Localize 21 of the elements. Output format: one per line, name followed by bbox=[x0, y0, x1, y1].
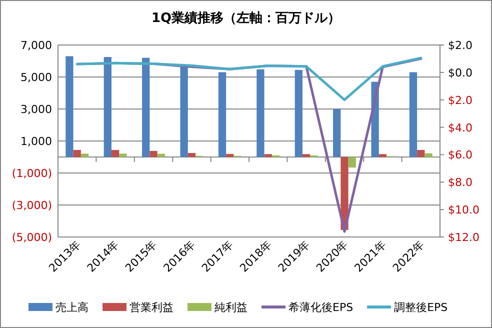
y2-tick-label: $10.0 bbox=[448, 204, 480, 217]
title: 1Q業績推移（左軸：百万ドル） bbox=[151, 11, 341, 26]
y-tick-label: 7,000 bbox=[20, 39, 52, 52]
y2-tick-label: $2.0 bbox=[448, 39, 472, 52]
legend-label: 売上高 bbox=[56, 301, 88, 314]
y2-tick-label: $6.0 bbox=[448, 148, 472, 162]
legend-label: 純利益 bbox=[214, 301, 248, 314]
legend-label: 希薄化後EPS bbox=[288, 301, 354, 314]
y-tick-label: 5,000 bbox=[20, 71, 52, 84]
legend-label: 調整後EPS bbox=[394, 301, 448, 314]
y-tick-label: (5,000) bbox=[12, 231, 52, 244]
y-tick-label: 3,000 bbox=[20, 103, 52, 116]
y2-tick-label: $12.0 bbox=[448, 231, 480, 244]
y2-tick-label: $0.0 bbox=[448, 66, 472, 80]
y2-tick-label: $8.0 bbox=[448, 176, 472, 190]
y-tick-label: (1,000) bbox=[12, 167, 52, 180]
y2-tick-label: $2.0 bbox=[448, 94, 472, 107]
y-tick-label: (3,000) bbox=[12, 199, 52, 212]
y2-tick-label: $4.0 bbox=[448, 121, 472, 134]
legend-label: 営業利益 bbox=[130, 301, 174, 314]
y-tick-label: 1,000 bbox=[20, 135, 52, 148]
